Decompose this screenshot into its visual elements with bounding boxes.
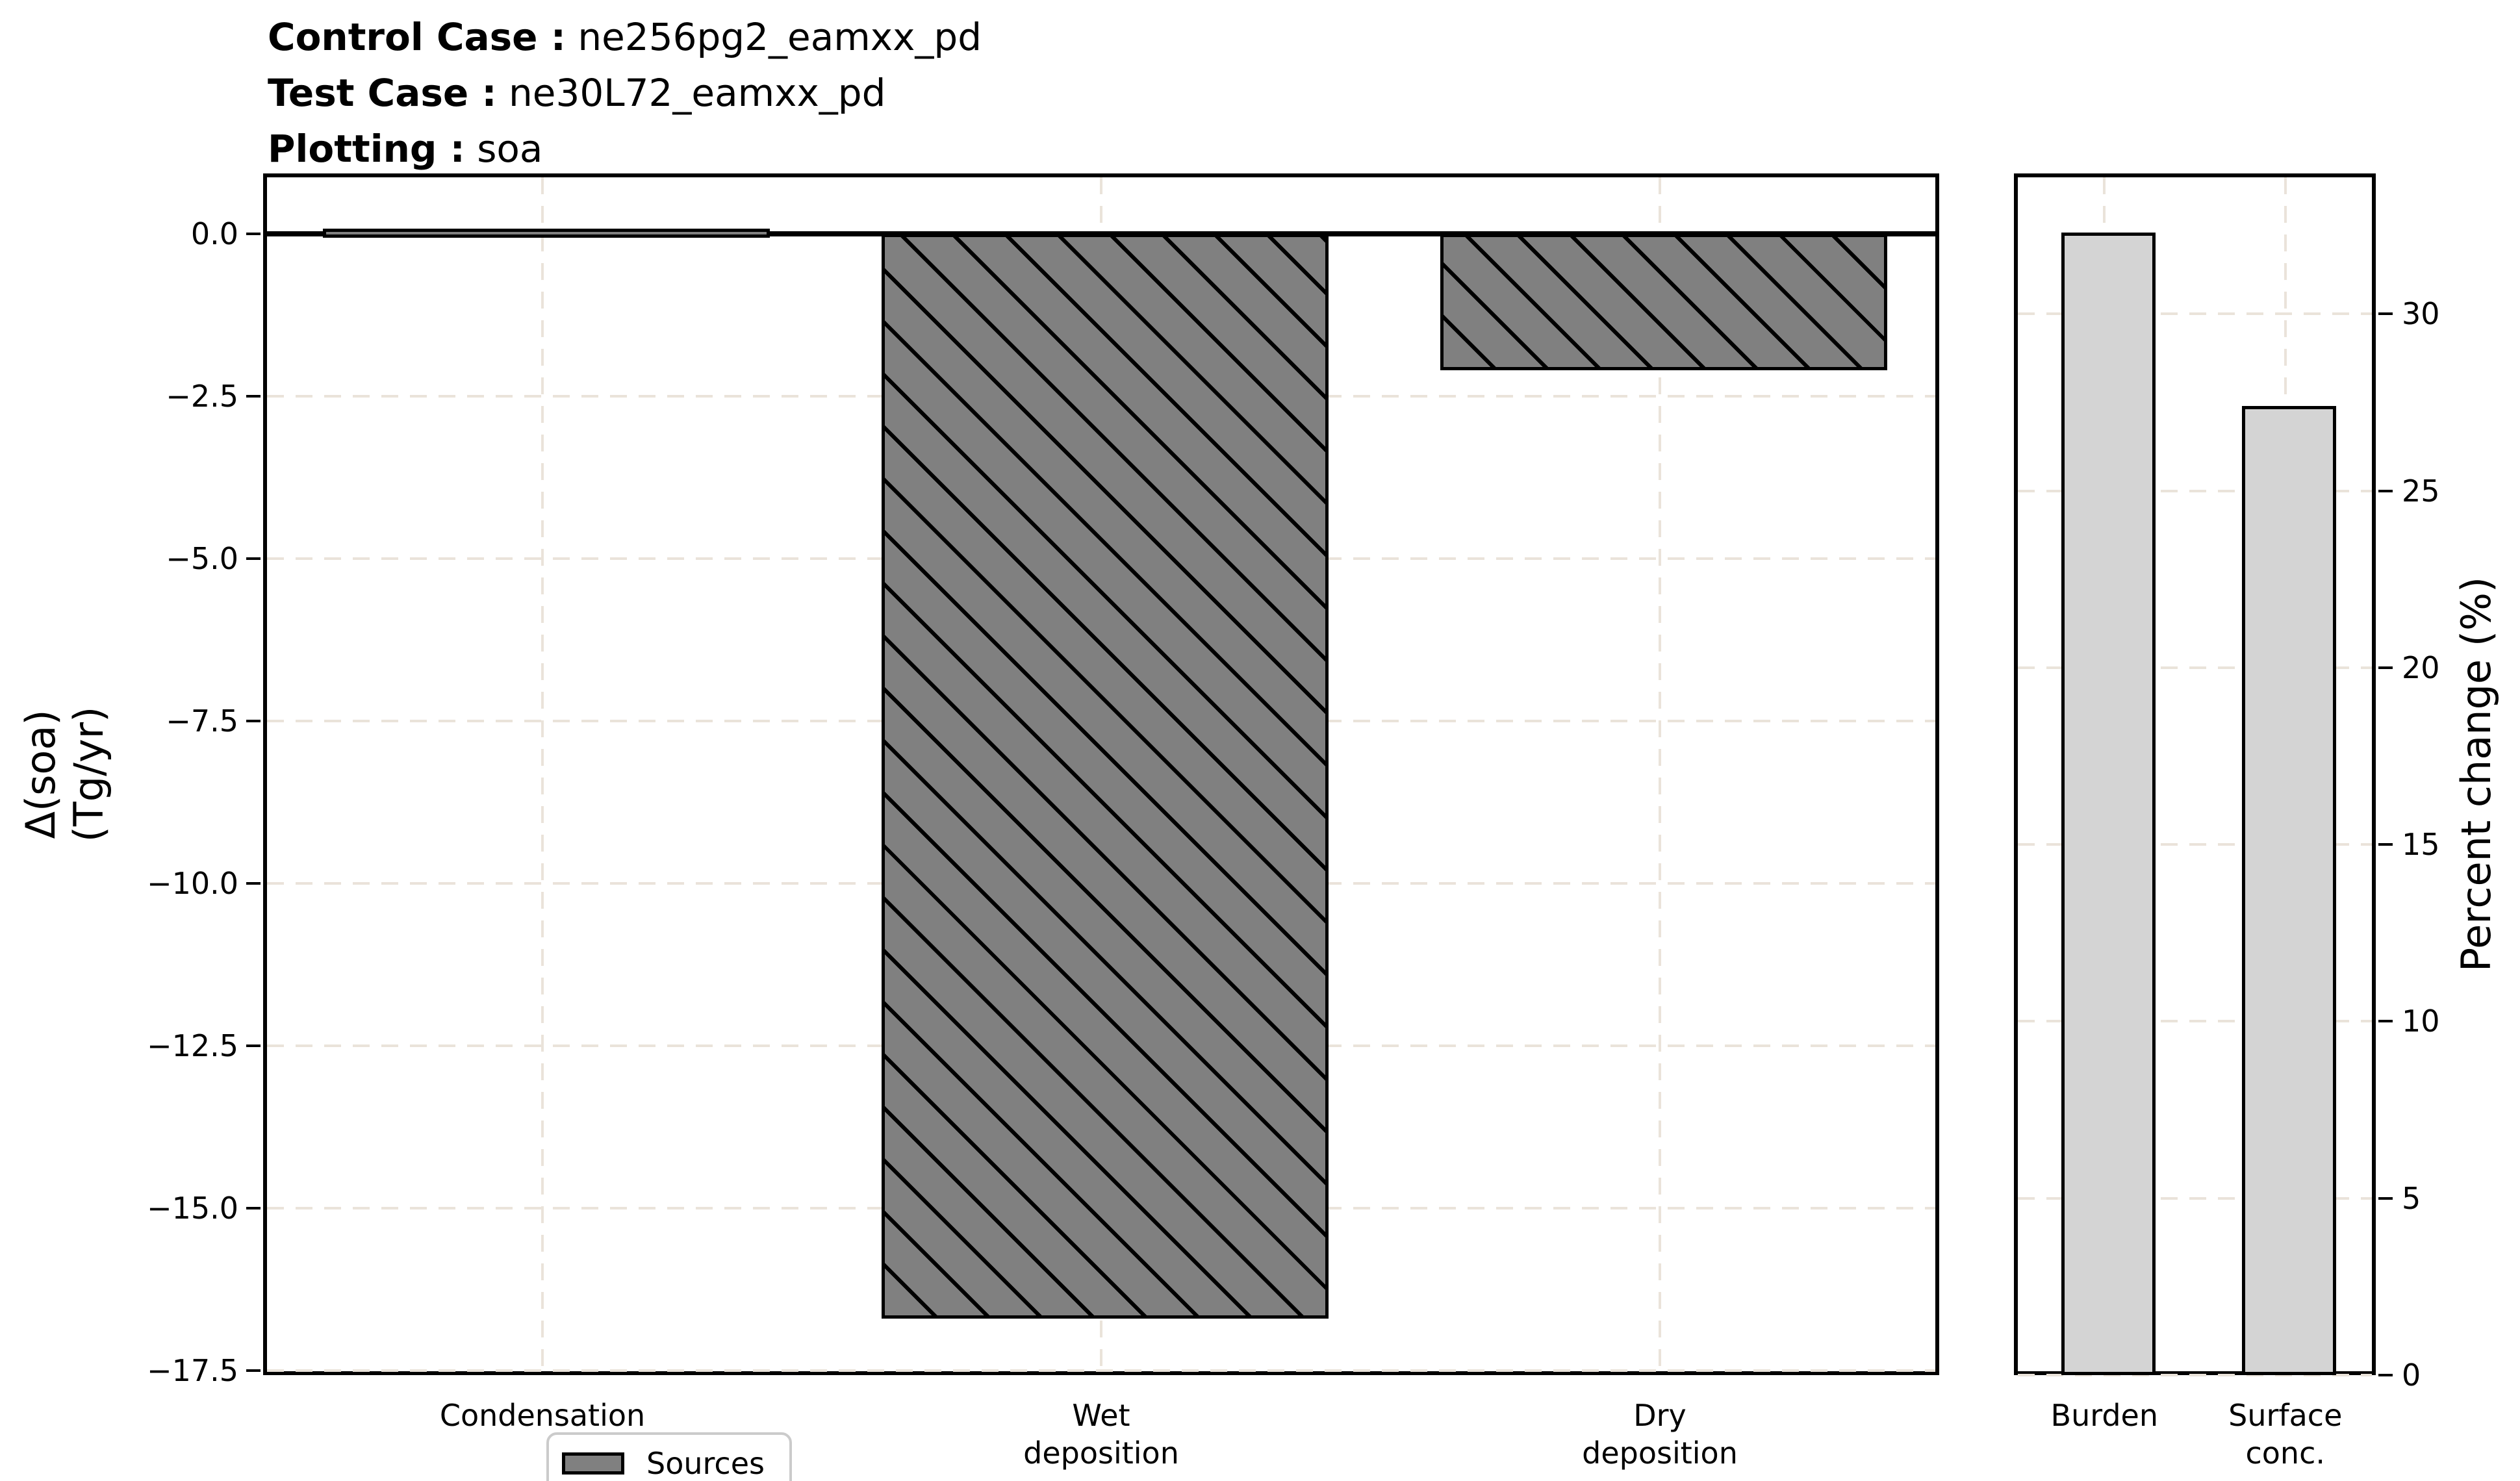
x-tick-label-line: conc. — [2245, 1436, 2325, 1471]
test-case-label: Test Case : — [268, 71, 497, 115]
header-line-control-case: Control Case : ne256pg2_eamxx_pd — [268, 9, 982, 65]
y-tick-mark — [2378, 1196, 2393, 1200]
x-tick-label-condensation: Condensation — [440, 1397, 645, 1434]
y-tick-mark — [2378, 489, 2393, 492]
y-tick-label: 0 — [2402, 1358, 2421, 1393]
y-tick-label: 5 — [2402, 1180, 2421, 1216]
percent-y-axis-label-text: Percent change (%) — [2452, 576, 2500, 972]
gridline-horizontal — [2018, 1374, 2372, 1376]
y-tick-label: −2.5 — [166, 379, 238, 414]
x-tick-label-line: deposition — [1582, 1436, 1738, 1471]
y-tick-mark — [246, 1369, 261, 1372]
y-tick-label: −10.0 — [147, 866, 238, 901]
gridline-horizontal — [2018, 1020, 2372, 1023]
x-tick-label-line: Dry — [1633, 1398, 1686, 1433]
x-tick-label-line: Wet — [1072, 1398, 1130, 1433]
gridline-horizontal — [2018, 1196, 2372, 1200]
y-tick-mark — [246, 720, 261, 722]
y-tick-label: 10 — [2402, 1004, 2440, 1039]
y-tick-label: −5.0 — [166, 541, 238, 576]
x-tick-label-line: Burden — [2050, 1398, 2158, 1433]
bar-burden — [2061, 232, 2156, 1375]
sources-swatch-icon — [562, 1452, 624, 1475]
y-tick-mark — [2378, 666, 2393, 669]
main-y-axis-label: Δ(soa) (Tg/yr) — [17, 707, 113, 842]
y-tick-mark — [2378, 1374, 2393, 1376]
gridline-horizontal — [2018, 489, 2372, 492]
main-y-axis-label-line1: Δ(soa) — [17, 709, 64, 839]
legend-item-sources: Sources — [562, 1446, 789, 1481]
x-tick-label-wet-deposition: Wet deposition — [1023, 1397, 1179, 1472]
y-tick-mark — [246, 1044, 261, 1047]
y-tick-mark — [246, 882, 261, 885]
x-tick-label-line: deposition — [1023, 1436, 1179, 1471]
header-line-plotting: Plotting : soa — [268, 121, 982, 177]
gridline-horizontal — [2018, 312, 2372, 316]
y-tick-mark — [2378, 312, 2393, 316]
x-tick-label-burden: Burden — [2051, 1397, 2158, 1434]
x-tick-label-line: Condensation — [439, 1398, 646, 1433]
y-tick-label: 0.0 — [190, 216, 238, 251]
y-tick-label: 20 — [2402, 650, 2440, 685]
bar-surface-conc- — [2242, 405, 2337, 1375]
y-tick-label: −12.5 — [147, 1028, 238, 1063]
y-tick-label: −7.5 — [166, 703, 238, 739]
x-tick-label-dry-deposition: Dry deposition — [1582, 1397, 1738, 1472]
main-axes: Sources Sinks — [263, 173, 1939, 1481]
bar-dry-deposition — [1440, 234, 1887, 370]
y-tick-mark — [246, 233, 261, 235]
y-tick-mark — [2378, 1020, 2393, 1023]
gridline-vertical — [1659, 177, 1661, 1371]
header: Control Case : ne256pg2_eamxx_pd Test Ca… — [268, 9, 982, 177]
plotting-value: soa — [477, 127, 543, 171]
y-tick-label: 30 — [2402, 296, 2440, 332]
x-tick-label-line: Surface — [2228, 1398, 2343, 1433]
y-tick-label: −15.0 — [147, 1191, 238, 1226]
x-tick-label-surface-conc-: Surface conc. — [2228, 1397, 2342, 1472]
main-y-axis-label-line2: (Tg/yr) — [65, 706, 112, 842]
control-case-value: ne256pg2_eamxx_pd — [578, 15, 982, 59]
gridline-horizontal — [2018, 843, 2372, 846]
plotting-label: Plotting : — [268, 127, 465, 171]
bar-wet-deposition — [882, 234, 1329, 1319]
legend: Sources Sinks — [546, 1432, 792, 1481]
y-tick-mark — [246, 1207, 261, 1209]
test-case-value: ne30L72_eamxx_pd — [509, 71, 886, 115]
header-line-test-case: Test Case : ne30L72_eamxx_pd — [268, 65, 982, 121]
y-tick-mark — [246, 557, 261, 560]
gridline-vertical — [541, 177, 544, 1371]
legend-sources-label: Sources — [646, 1445, 765, 1481]
y-tick-label: 15 — [2402, 827, 2440, 863]
percent-axes — [2014, 173, 2376, 1376]
gridline-horizontal — [2018, 666, 2372, 669]
y-tick-label: −17.5 — [147, 1353, 238, 1388]
percent-y-axis-label: Percent change (%) — [2452, 577, 2501, 972]
bar-condensation — [323, 229, 770, 238]
y-tick-mark — [246, 395, 261, 398]
y-tick-label: 25 — [2402, 473, 2440, 509]
control-case-label: Control Case : — [268, 15, 566, 59]
y-tick-mark — [2378, 843, 2393, 846]
